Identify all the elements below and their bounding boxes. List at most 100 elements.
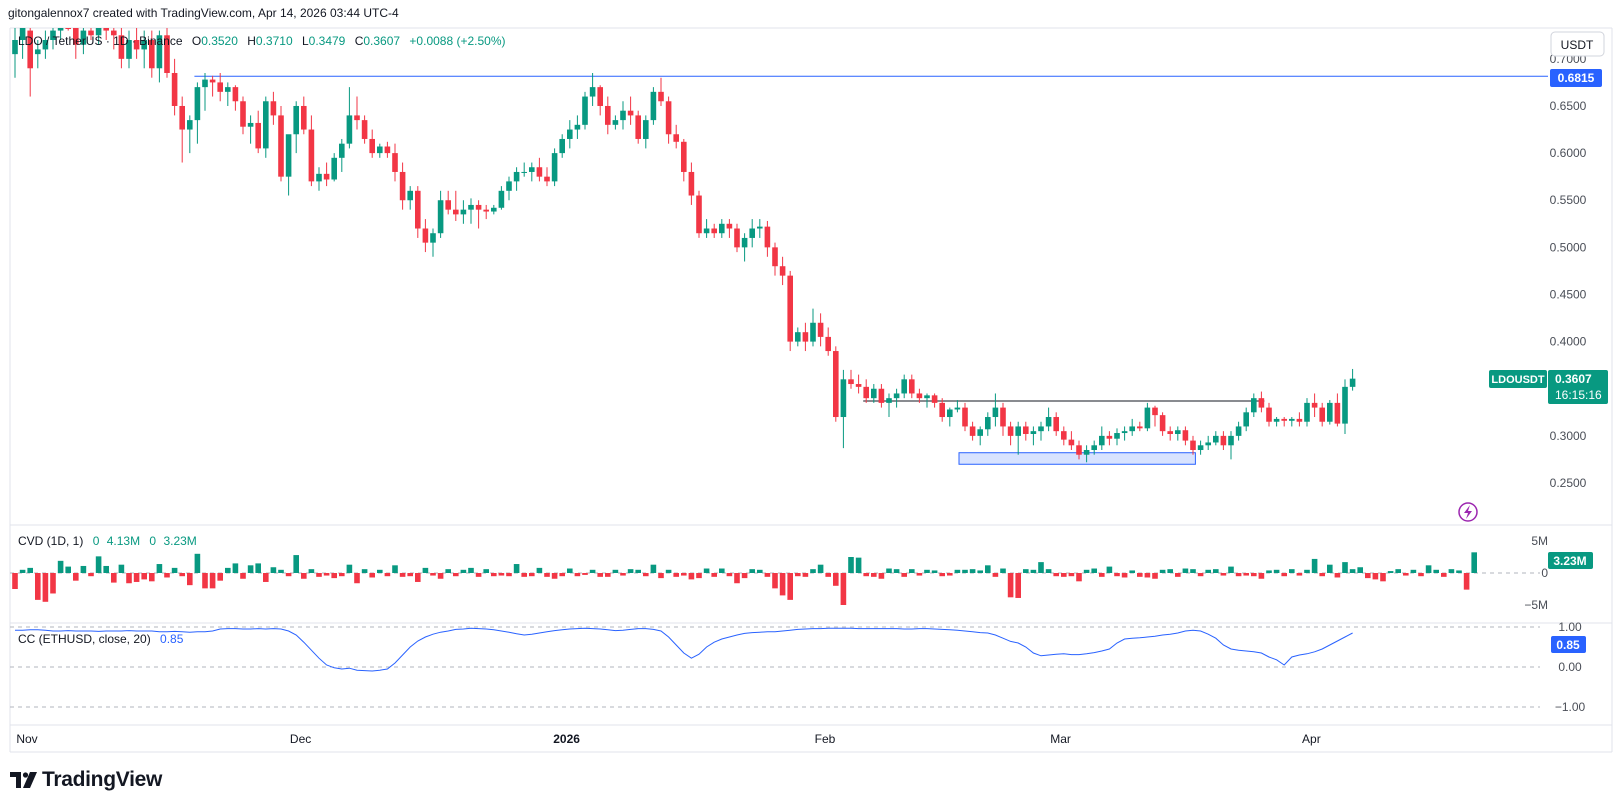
candle-body (985, 417, 991, 430)
lightning-icon[interactable] (1458, 502, 1478, 522)
candle-body (924, 395, 930, 399)
attribution-text: gitongalennox7 created with TradingView.… (8, 6, 399, 20)
cvd-bar (992, 573, 999, 577)
cvd-bar (118, 564, 125, 573)
cvd-bar (1114, 573, 1120, 577)
candle-body (209, 79, 216, 83)
cvd-bar (27, 567, 33, 573)
cvd-bar (551, 573, 558, 579)
candle-body (491, 207, 497, 212)
cvd-bar (35, 573, 41, 600)
cvd-bar (225, 567, 231, 573)
cvd-bar (88, 573, 94, 577)
candle-body (445, 200, 451, 210)
cvd-bar (316, 573, 322, 577)
cvd-bar (1433, 569, 1439, 573)
cvd-bar (415, 573, 421, 582)
candle-body (453, 209, 459, 215)
candle-body (187, 120, 193, 130)
candle-body (65, 28, 71, 29)
cvd-bar (1243, 573, 1249, 576)
candle-body (582, 96, 588, 125)
cvd-bar (635, 569, 641, 573)
candle-body (1099, 435, 1105, 446)
candle-body (1228, 435, 1234, 446)
cvd-bar (802, 573, 809, 577)
candle-body (635, 115, 641, 139)
cvd-bar (924, 569, 930, 573)
candle-body (483, 209, 489, 212)
cvd-last-label: 3.23M (1553, 554, 1586, 568)
candle-body (1068, 439, 1075, 446)
cvd-bar (871, 573, 877, 577)
cvd-bar (369, 573, 375, 578)
candle-body (658, 91, 664, 102)
candle-body (536, 167, 543, 177)
candle-body (696, 195, 702, 234)
candle-body (650, 91, 657, 121)
candle-body (1159, 415, 1166, 432)
cvd-bar (1311, 558, 1318, 573)
candle-body (354, 115, 360, 121)
candle-body (149, 40, 155, 69)
candle-body (544, 176, 550, 182)
candle-body (627, 110, 634, 116)
candle-body (916, 393, 923, 399)
cvd-bar (901, 573, 907, 577)
cvd-bar (1380, 573, 1386, 582)
cvd-title: CVD (1D, 1) (18, 534, 83, 548)
cvd-bar (126, 573, 132, 584)
candle-body (133, 40, 140, 50)
cvd-bar (217, 573, 223, 581)
cvd-bar (232, 563, 239, 573)
candle-body (939, 402, 945, 418)
cc-tick-label: −1.00 (1555, 700, 1586, 714)
cvd-bar (407, 573, 413, 577)
cvd-bar (506, 573, 512, 577)
cvd-bar (1076, 573, 1082, 582)
cvd-bar (1106, 566, 1113, 573)
candle-body (529, 167, 535, 172)
last-price-tag (1548, 370, 1608, 404)
candle-body (415, 190, 421, 229)
candle-body (764, 226, 771, 248)
tradingview-logo[interactable]: TradingView (10, 768, 162, 792)
cvd-bar (764, 573, 771, 577)
cvd-bar (1403, 573, 1409, 576)
candle-body (909, 379, 915, 394)
candle-body (103, 28, 109, 31)
cvd-bar (779, 573, 786, 596)
cvd-bar (1342, 562, 1348, 573)
cvd-bar (1137, 573, 1143, 577)
cvd-bar (141, 573, 147, 580)
cvd-bar (1296, 573, 1303, 576)
cvd-bar (840, 573, 847, 605)
cvd-bar (1197, 573, 1204, 577)
time-tick-label: Nov (16, 732, 37, 746)
cvd-bar (354, 573, 360, 584)
cvd-bar (194, 553, 201, 573)
cvd-bar (810, 569, 816, 573)
cvd-bar (605, 573, 611, 577)
candle-body (392, 153, 398, 172)
candle-body (369, 138, 375, 154)
candle-body (95, 28, 102, 36)
cvd-bar (1372, 573, 1379, 580)
candle-body (1137, 426, 1143, 429)
candle-body (1030, 431, 1037, 434)
currency-button[interactable] (1550, 31, 1605, 57)
candle-body (833, 351, 839, 418)
cvd-bar (825, 573, 831, 577)
candle-body (1023, 426, 1029, 434)
cvd-bar (57, 560, 64, 573)
candle-body (620, 110, 626, 121)
cvd-bar (909, 569, 915, 573)
legend-change: +0.0088 (+2.50%) (409, 34, 505, 48)
cvd-bar (1213, 569, 1219, 573)
candle-body (331, 157, 337, 180)
cvd-bar (1281, 573, 1287, 577)
cvd-bar (156, 564, 163, 573)
legend-open-label: O (192, 34, 201, 48)
candle-body (1197, 445, 1204, 451)
